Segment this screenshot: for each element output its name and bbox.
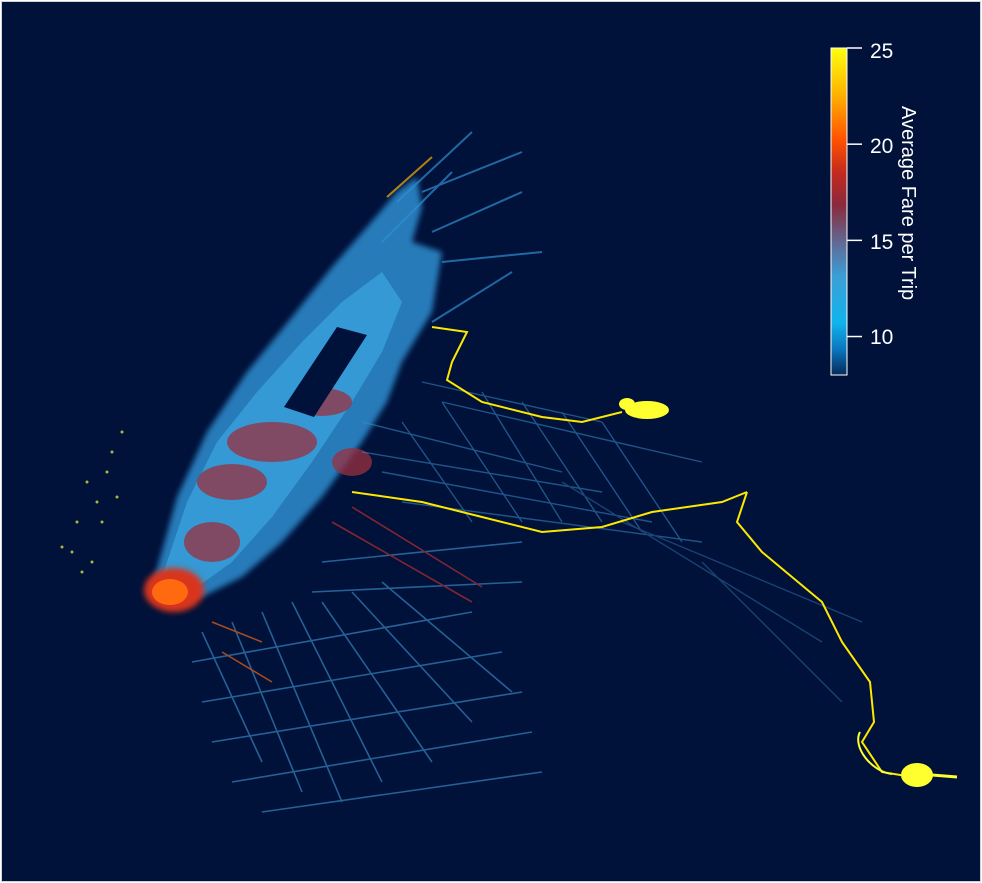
queens-trips: [361, 381, 863, 703]
central-park-gap: [284, 327, 367, 417]
colorbar-tick-25: 25: [870, 40, 894, 63]
colorbar-tick-20: 20: [870, 135, 894, 158]
manhattan-trips: [152, 177, 442, 597]
laguardia-airport: [619, 398, 669, 419]
jfk-airport: [857, 731, 958, 787]
airport-routes: [351, 326, 913, 778]
jersey-city-trips: [60, 430, 124, 574]
legend-title: Average Fare per Trip: [897, 106, 919, 301]
colorbar-tick-10: 10: [870, 326, 894, 349]
brooklyn-trips: [191, 506, 543, 813]
colorbar: [830, 47, 862, 376]
lower-manhattan-hotspot: [144, 568, 204, 612]
colorbar-tick-15: 15: [870, 231, 894, 254]
bronx-trips: [381, 131, 543, 323]
